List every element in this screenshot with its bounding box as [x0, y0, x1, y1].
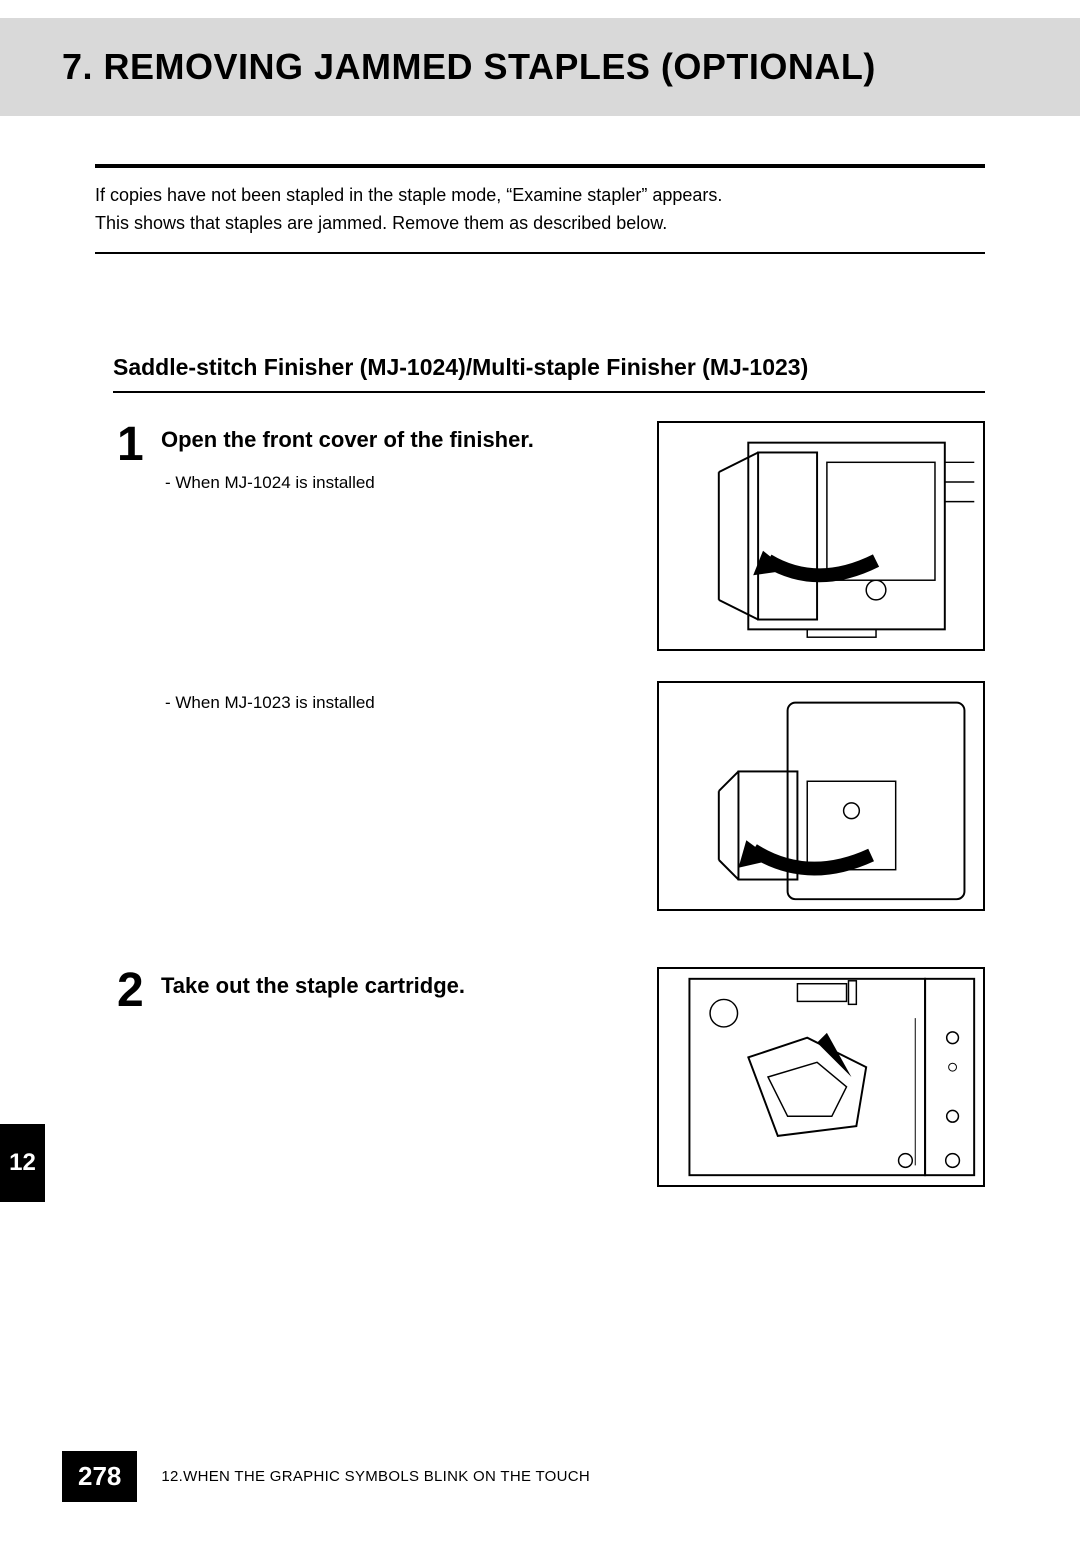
printer-small-cover-icon	[659, 683, 983, 909]
footer: 278 12.WHEN THE GRAPHIC SYMBOLS BLINK ON…	[62, 1451, 590, 1502]
step-1-body: Open the front cover of the finisher. - …	[161, 421, 657, 911]
page-title: 7. REMOVING JAMMED STAPLES (OPTIONAL)	[62, 46, 1080, 88]
footer-text: 12.WHEN THE GRAPHIC SYMBOLS BLINK ON THE…	[161, 1468, 590, 1485]
divider-top	[95, 164, 985, 168]
page-number: 278	[62, 1451, 137, 1502]
chapter-tab: 12	[0, 1124, 45, 1202]
content-area: If copies have not been stapled in the s…	[0, 164, 1080, 1187]
section-heading: Saddle-stitch Finisher (MJ-1024)/Multi-s…	[113, 354, 985, 393]
step-2-number: 2	[117, 967, 161, 1187]
step-1-number: 1	[117, 421, 161, 911]
intro-line-2: This shows that staples are jammed. Remo…	[95, 210, 985, 238]
printer-open-cover-icon	[659, 423, 983, 649]
step-2-title: Take out the staple cartridge.	[161, 973, 647, 999]
step-1: 1 Open the front cover of the finisher. …	[117, 421, 985, 911]
figure-mj1024	[657, 421, 985, 651]
figure-mj1023	[657, 681, 985, 911]
step-2-body: Take out the staple cartridge.	[161, 967, 657, 1187]
divider-bottom	[95, 252, 985, 254]
step-1-note-b: - When MJ-1023 is installed	[165, 693, 647, 713]
step-1-figures	[657, 421, 985, 911]
intro-block: If copies have not been stapled in the s…	[95, 182, 985, 238]
step-1-note-a: - When MJ-1024 is installed	[165, 473, 647, 493]
title-bar: 7. REMOVING JAMMED STAPLES (OPTIONAL)	[0, 18, 1080, 116]
step-2: 2 Take out the staple cartridge.	[117, 967, 985, 1187]
figure-cartridge	[657, 967, 985, 1187]
step-1-title: Open the front cover of the finisher.	[161, 427, 647, 453]
staple-cartridge-icon	[659, 969, 983, 1185]
intro-line-1: If copies have not been stapled in the s…	[95, 182, 985, 210]
